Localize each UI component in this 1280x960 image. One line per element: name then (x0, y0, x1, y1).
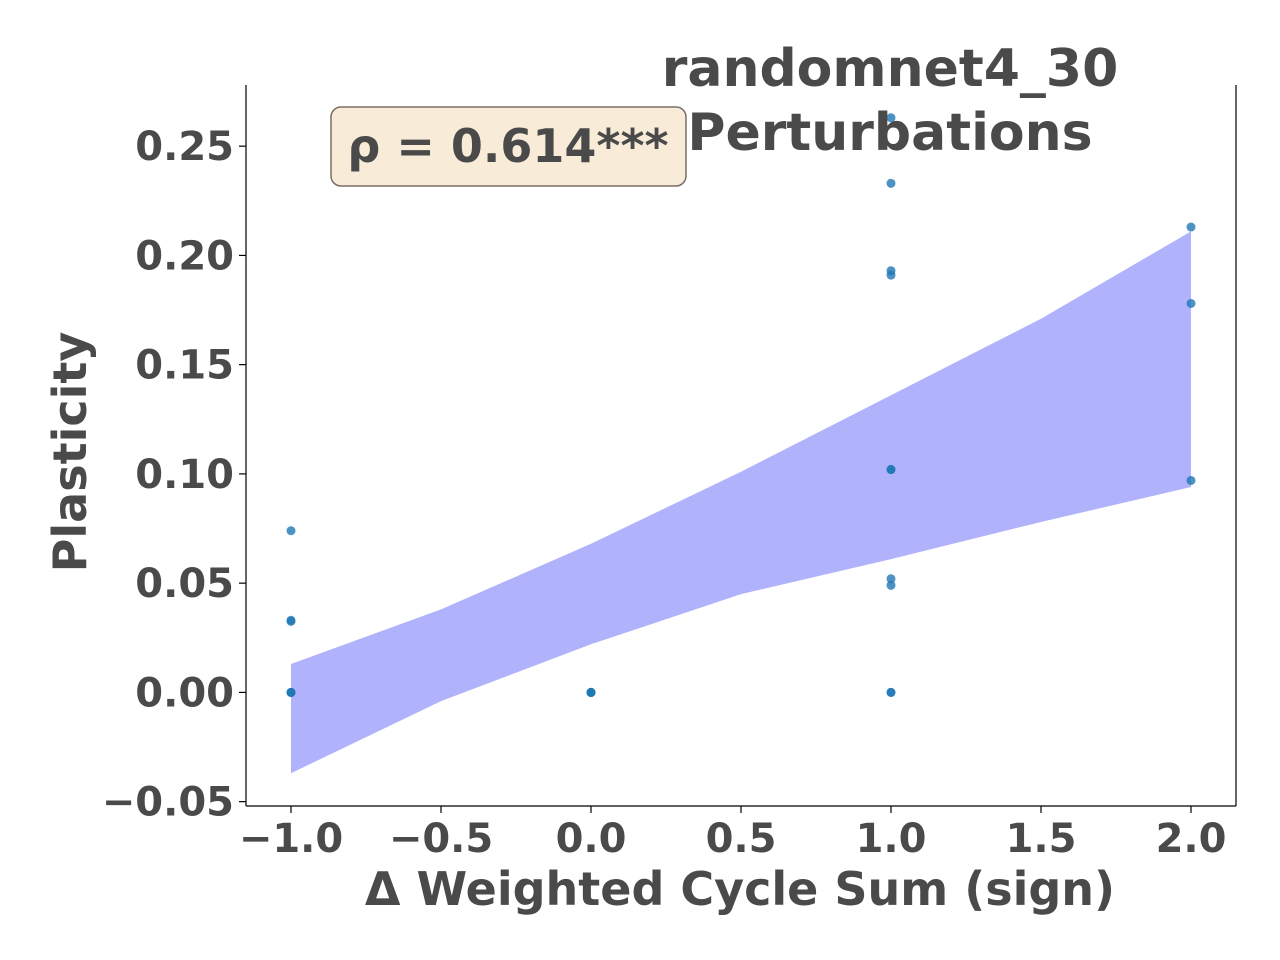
x-tick-label: 2.0 (1156, 816, 1227, 862)
data-point-9 (586, 687, 596, 697)
x-tick-label: 0.0 (556, 816, 627, 862)
y-tick-label: 0.20 (135, 233, 234, 279)
data-point-19 (886, 687, 896, 697)
data-point-0 (286, 526, 296, 536)
y-axis-label: Plasticity (43, 332, 97, 573)
y-tick-label: 0.15 (135, 343, 234, 389)
x-axis-label: Δ Weighted Cycle Sum (sign) (365, 862, 1115, 916)
data-point-16 (886, 574, 896, 584)
ticks-layer: −1.0 −0.5 0.0 0.5 1.0 1.5 2.0 −0.05 0.00 0.05 0.10… (102, 124, 1227, 862)
y-tick-label: 0.05 (135, 561, 234, 607)
confidence-band (291, 231, 1191, 774)
y-tick-label: 0.25 (135, 124, 234, 170)
confidence-band-layer (291, 231, 1191, 774)
data-point-5 (286, 687, 296, 697)
x-tick-label: 0.5 (706, 816, 777, 862)
annotation-box (330, 106, 687, 187)
chart-title-line-1: randomnet4_30 (662, 39, 1119, 99)
x-tick-label: 1.5 (1006, 816, 1077, 862)
x-tick-label: −1.0 (239, 816, 343, 862)
data-point-15 (886, 465, 896, 475)
correlation-annotation: ρ = 0.614*** (330, 106, 687, 187)
data-point-20 (1186, 222, 1196, 232)
x-tick-label: −0.5 (389, 816, 493, 862)
data-point-17 (886, 580, 896, 590)
y-tick-label: −0.05 (102, 780, 234, 826)
data-point-13 (886, 270, 896, 280)
annotation-text: ρ = 0.614*** (347, 119, 668, 173)
data-point-2 (286, 616, 296, 626)
chart-title-line-2: Perturbations (687, 103, 1092, 163)
x-tick-label: 1.0 (856, 816, 927, 862)
y-tick-label: 0.00 (135, 670, 234, 716)
data-point-10 (886, 113, 896, 123)
data-point-21 (1186, 298, 1196, 308)
points-layer (286, 113, 1196, 697)
y-tick-label: 0.10 (135, 452, 234, 498)
data-point-11 (886, 178, 896, 188)
data-point-22 (1186, 475, 1196, 485)
